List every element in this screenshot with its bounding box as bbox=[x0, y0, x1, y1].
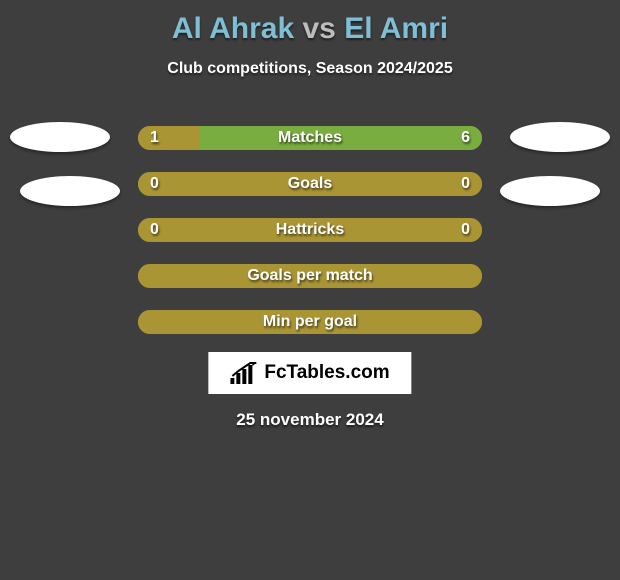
stat-bar: Min per goal bbox=[138, 310, 482, 334]
stat-bar: Matches1 6 bbox=[138, 126, 482, 150]
stat-label: Matches bbox=[138, 126, 482, 150]
team-badge-left bbox=[20, 176, 120, 206]
stat-value-right: 0 bbox=[461, 172, 470, 196]
date-line: 25 november 2024 bbox=[0, 410, 620, 430]
stat-bar: Goals per match bbox=[138, 264, 482, 288]
team-badge-right bbox=[500, 176, 600, 206]
stat-value-left: 0 bbox=[150, 172, 159, 196]
comparison-infographic: Al Ahrak vs El Amri Club competitions, S… bbox=[0, 0, 620, 580]
stat-value-left: 1 bbox=[150, 126, 159, 150]
stat-label: Hattricks bbox=[138, 218, 482, 242]
stat-bar: Hattricks0 0 bbox=[138, 218, 482, 242]
player2-name: El Amri bbox=[344, 12, 448, 45]
brand-logo-icon bbox=[230, 362, 258, 384]
stat-label: Min per goal bbox=[138, 310, 482, 334]
subtitle: Club competitions, Season 2024/2025 bbox=[0, 60, 620, 78]
team-badge-right bbox=[510, 122, 610, 152]
stat-value-left: 0 bbox=[150, 218, 159, 242]
stat-bar: Goals0 0 bbox=[138, 172, 482, 196]
team-badge-left bbox=[10, 122, 110, 152]
stat-value-right: 6 bbox=[461, 126, 470, 150]
player1-name: Al Ahrak bbox=[172, 12, 294, 45]
brand-box: FcTables.com bbox=[208, 352, 411, 394]
vs-separator: vs bbox=[302, 12, 335, 45]
stat-label: Goals bbox=[138, 172, 482, 196]
page-title: Al Ahrak vs El Amri bbox=[0, 0, 620, 46]
brand-text: FcTables.com bbox=[264, 362, 389, 384]
stat-label: Goals per match bbox=[138, 264, 482, 288]
stat-value-right: 0 bbox=[461, 218, 470, 242]
